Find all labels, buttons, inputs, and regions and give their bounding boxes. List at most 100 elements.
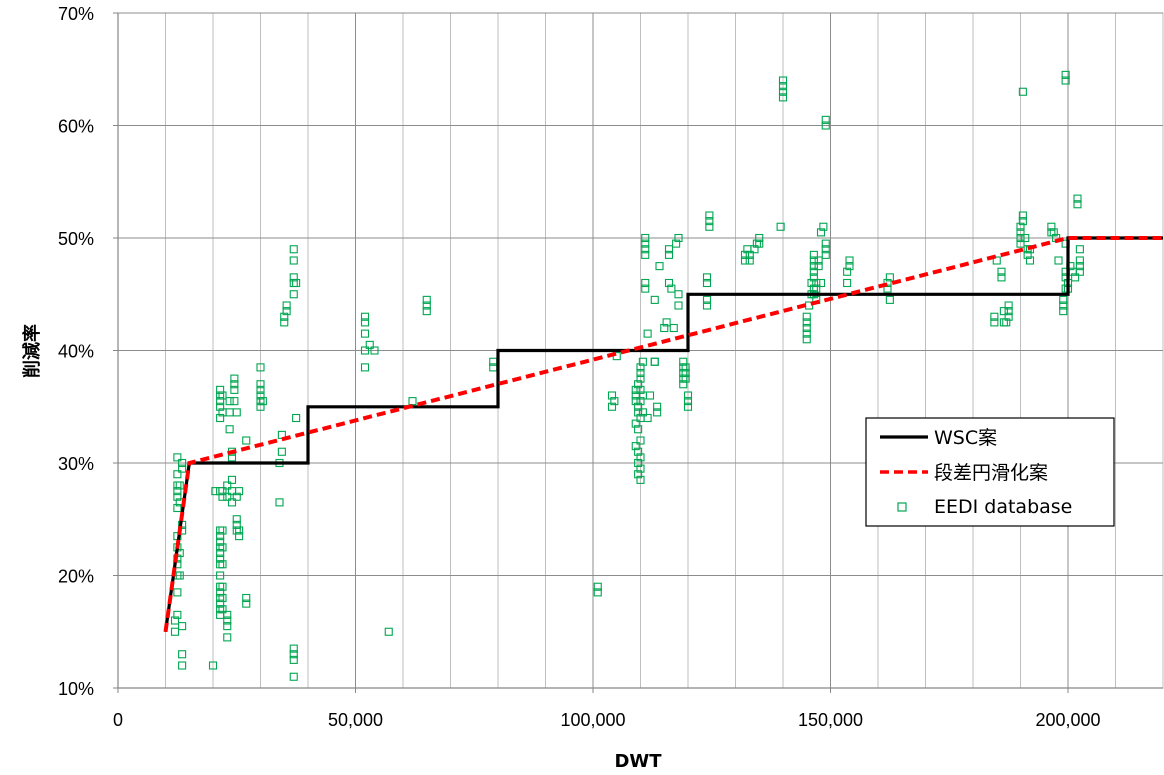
data-point (208, 661, 218, 670)
data-point (1025, 256, 1035, 265)
y-tick-label: 60% (58, 117, 94, 137)
data-point (705, 222, 714, 231)
data-point (1018, 217, 1027, 226)
data-point (650, 357, 659, 366)
data-point (653, 402, 662, 411)
data-point (745, 256, 754, 265)
data-point (778, 82, 788, 91)
data-point (1004, 312, 1013, 321)
data-point (683, 397, 693, 406)
data-point (641, 233, 650, 243)
data-point (809, 250, 818, 259)
data-point (1016, 233, 1025, 243)
data-point (821, 250, 830, 259)
data-point (218, 593, 227, 603)
data-point (1016, 228, 1025, 237)
data-point (641, 284, 650, 293)
x-tick-label: 50,000 (328, 710, 383, 730)
data-point (702, 273, 712, 282)
data-point (809, 267, 818, 276)
data-point (812, 284, 821, 293)
data-point (1016, 239, 1025, 248)
data-point (170, 616, 180, 625)
data-point (277, 447, 286, 456)
y-tick-label: 30% (58, 454, 94, 474)
data-point (679, 380, 688, 389)
data-point (216, 385, 225, 394)
data-point (636, 436, 645, 445)
data-point (636, 368, 645, 378)
data-point (216, 532, 225, 541)
data-point (289, 273, 298, 282)
data-point (809, 262, 818, 271)
data-point (216, 402, 225, 411)
axes: 0 50,000 100,000 150,000 200,000 10% 20% 30% 40%… (58, 4, 1163, 730)
data-point (814, 262, 823, 271)
data-point (275, 498, 284, 507)
data-point (289, 245, 298, 254)
data-point (683, 391, 693, 400)
data-point (178, 661, 187, 670)
data-point (230, 385, 239, 394)
x-tick-label: 200,000 (1035, 710, 1100, 730)
data-point (360, 329, 370, 338)
data-point (232, 520, 241, 529)
data-point (843, 267, 852, 276)
data-point (819, 222, 828, 231)
data-point (778, 87, 788, 96)
data-point (755, 233, 764, 243)
data-point (990, 312, 999, 321)
data-point (360, 346, 370, 355)
data-point (1018, 211, 1027, 220)
data-point (702, 295, 712, 304)
data-point (1018, 87, 1027, 96)
data-point (173, 503, 182, 513)
data-point (230, 374, 239, 383)
data-point (653, 408, 662, 417)
data-point (745, 250, 754, 259)
data-point (227, 498, 237, 507)
data-point (280, 312, 289, 321)
data-point (173, 453, 182, 462)
data-point (1059, 307, 1068, 316)
data-point (641, 278, 650, 288)
data-point (636, 374, 645, 383)
data-point (216, 548, 225, 558)
data-point (843, 278, 852, 288)
data-point (636, 453, 645, 462)
data-point (821, 121, 830, 130)
smooth-series-line (163, 236, 1163, 633)
data-point (1075, 256, 1084, 265)
data-point (634, 458, 643, 468)
data-point (664, 250, 674, 259)
data-point (1073, 200, 1082, 209)
data-point (631, 397, 640, 406)
data-point (223, 481, 232, 490)
data-point (643, 329, 652, 338)
data-point (292, 413, 301, 423)
data-point (370, 346, 379, 355)
data-point (289, 650, 298, 659)
y-tick-label: 40% (58, 342, 94, 362)
data-point (634, 402, 643, 411)
data-point (821, 245, 830, 254)
data-point (223, 492, 232, 501)
data-point (702, 278, 712, 288)
data-point (821, 239, 830, 248)
data-point (218, 582, 227, 591)
data-point (216, 588, 225, 597)
data-point (422, 307, 431, 316)
data-point (289, 655, 298, 664)
data-point (1004, 301, 1013, 310)
data-point (997, 273, 1006, 282)
data-point (778, 76, 788, 85)
legend-label-smooth: 段差円滑化案 (934, 462, 1048, 484)
data-point (422, 301, 431, 310)
x-axis-title: DWT (614, 751, 662, 772)
data-point (634, 380, 643, 389)
data-point (173, 487, 182, 496)
data-point (230, 380, 239, 389)
data-point (289, 644, 298, 653)
data-point (610, 397, 619, 406)
data-point (778, 93, 788, 102)
